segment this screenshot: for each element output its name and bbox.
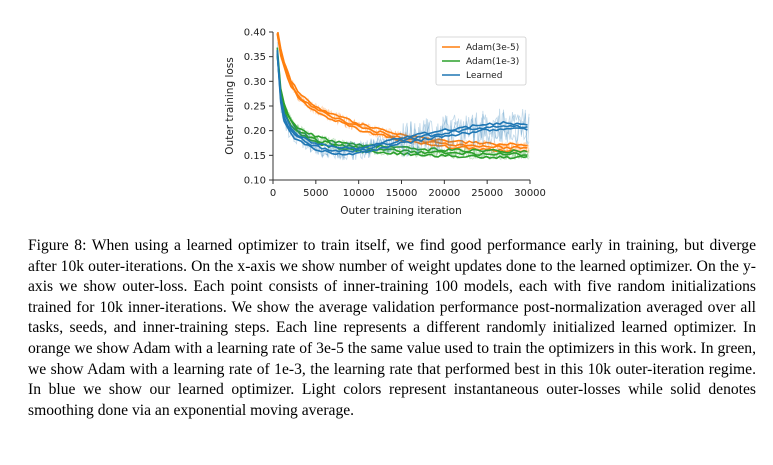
figure-caption: Figure 8: When using a learned optimizer… [28, 237, 756, 419]
series-line-learned [276, 50, 528, 150]
x-tick-label: 25000 [471, 188, 503, 199]
series-line-adam-1e-3 [276, 50, 528, 157]
series-line-adam-1e-3 [276, 47, 528, 154]
series-line-learned [276, 53, 528, 156]
series-line-learned [276, 53, 528, 153]
y-axis-label: Outer training loss [224, 57, 236, 154]
y-tick-label: 0.25 [244, 102, 266, 113]
x-tick-label: 0 [270, 188, 276, 199]
series-line-adam-1e-3 [276, 55, 528, 160]
series-layer [276, 32, 530, 161]
legend-label-adam-3e-5: Adam(3e-5) [466, 43, 519, 53]
series-line-adam-3e-5 [276, 33, 528, 153]
legend: Adam(3e-5) Adam(1e-3) Learned [435, 36, 527, 86]
legend-box [435, 36, 527, 86]
ticks-layer: 0 5000 10000 15000 20000 25000 30000 0.10 0.15 0.… [244, 28, 546, 200]
legend-label-adam-1e-3: Adam(1e-3) [466, 57, 519, 67]
chart-background [0, 0, 773, 230]
x-tick-label: 10000 [343, 188, 375, 199]
loss-chart: 0 5000 10000 15000 20000 25000 30000 0.10 0.15 0.… [0, 0, 773, 230]
y-tick-label: 0.15 [244, 151, 266, 162]
x-axis-label: Outer training iteration [340, 205, 462, 217]
series-raw-learned [276, 42, 530, 161]
x-tick-label: 30000 [514, 188, 546, 199]
y-tick-label: 0.40 [244, 28, 266, 39]
x-tick-label: 5000 [303, 188, 328, 199]
y-tick-label: 0.20 [244, 126, 266, 137]
y-tick-label: 0.35 [244, 52, 266, 63]
series-line-adam-3e-5 [277, 32, 528, 147]
x-tick-label: 15000 [386, 188, 418, 199]
x-tick-label: 20000 [428, 188, 460, 199]
y-tick-label: 0.10 [244, 176, 266, 187]
y-tick-label: 0.30 [244, 77, 266, 88]
legend-label-learned: Learned [466, 71, 502, 81]
